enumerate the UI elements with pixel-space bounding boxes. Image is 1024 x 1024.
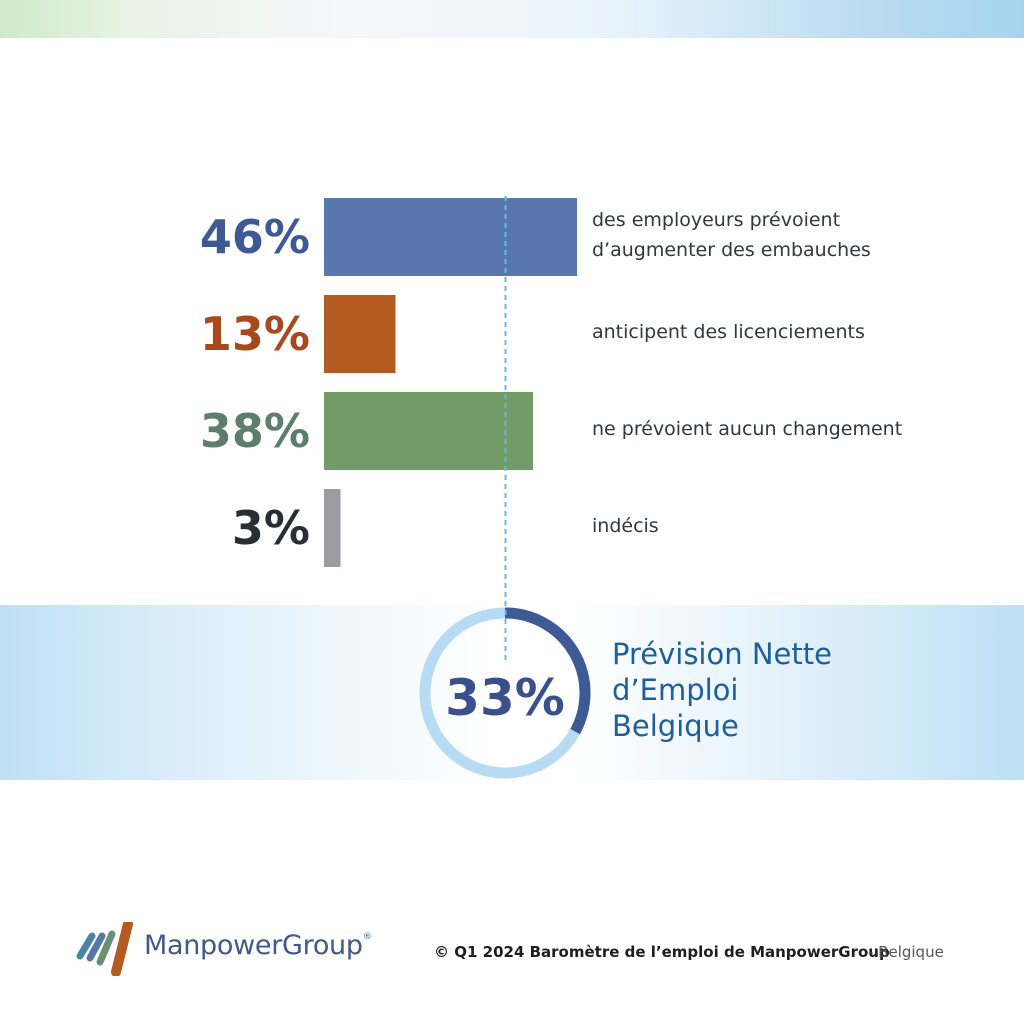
logo-stripe — [111, 922, 133, 976]
country-label: - Belgique — [868, 943, 944, 961]
logo-stripe — [96, 930, 116, 966]
registered-mark: ® — [362, 932, 372, 942]
brand-text: ManpowerGroup — [144, 930, 363, 961]
net-forecast-title: Prévision Nette d’Emploi Belgique — [612, 637, 832, 743]
category-label-undecided: indécis — [592, 515, 659, 537]
logo-stripe — [86, 932, 106, 962]
brand-name: ManpowerGroup® — [144, 930, 372, 961]
net-forecast-value: 33% — [445, 669, 565, 727]
bar-decrease — [324, 295, 396, 373]
ring-progress-arc — [504, 607, 591, 735]
manpowergroup-logo-icon — [76, 922, 133, 976]
category-label-no-change: ne prévoient aucun changement — [592, 418, 903, 440]
logo-stripe — [76, 932, 96, 960]
bar-undecided — [324, 489, 341, 567]
bar-increase — [324, 198, 577, 276]
value-label-undecided: 3% — [231, 501, 310, 555]
forecast-band — [0, 605, 1024, 780]
value-label-decrease: 13% — [199, 307, 310, 361]
category-label-decrease: anticipent des licenciements — [592, 321, 865, 343]
value-label-no-change: 38% — [199, 404, 310, 458]
top-gradient-strip — [0, 0, 1024, 38]
bar-no-change — [324, 392, 533, 470]
value-label-increase: 46% — [199, 210, 310, 264]
copyright-text: © Q1 2024 Baromètre de l’emploi de Manpo… — [434, 943, 890, 961]
category-label-increase: des employeurs prévoient d’augmenter des… — [592, 209, 871, 261]
